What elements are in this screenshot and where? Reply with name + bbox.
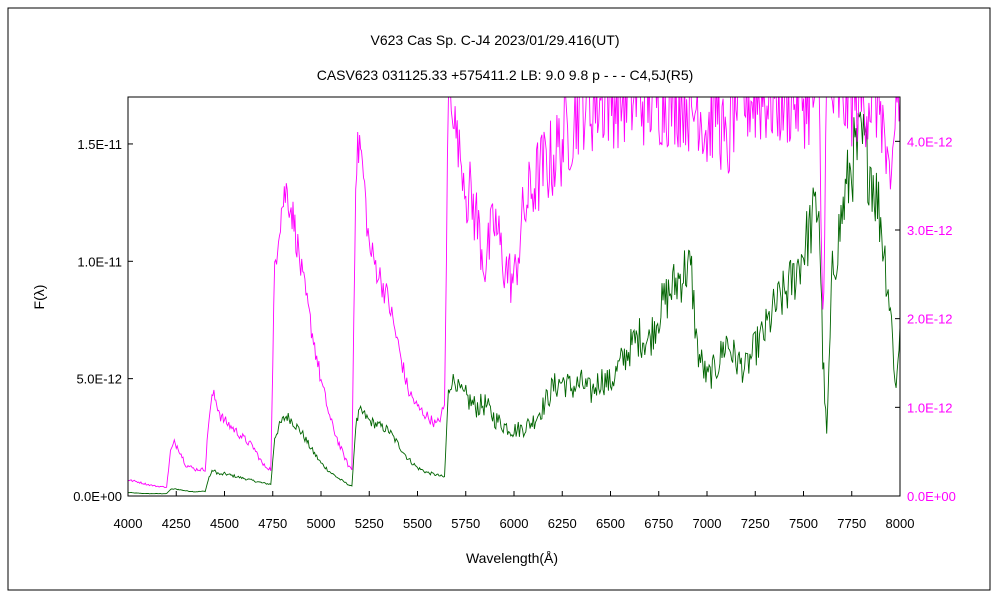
green-spectrum-line <box>128 111 900 495</box>
x-tick-label: 4250 <box>162 516 191 531</box>
chart-frame <box>7 7 991 591</box>
series-layer <box>128 97 900 495</box>
y-right-tick-label: 1.0E-12 <box>907 400 953 415</box>
y-left-tick-label: 1.5E-11 <box>77 137 122 152</box>
y-left-tick-label: 0.0E+00 <box>73 489 122 504</box>
y-right-tick-label: 4.0E-12 <box>907 134 953 149</box>
x-tick-label: 6000 <box>500 516 529 531</box>
x-tick-label: 5250 <box>355 516 384 531</box>
x-tick-label: 7000 <box>693 516 722 531</box>
chart-title: V623 Cas Sp. C-J4 2023/01/29.416(UT) <box>370 32 619 48</box>
x-tick-label: 4500 <box>210 516 239 531</box>
x-tick-label: 4750 <box>258 516 287 531</box>
x-tick-label: 7750 <box>837 516 866 531</box>
y-right-tick-label: 2.0E-12 <box>907 312 953 327</box>
chart-subtitle: CASV623 031125.33 +575411.2 LB: 9.0 9.8 … <box>317 67 694 83</box>
x-tick-label: 6250 <box>548 516 577 531</box>
x-tick-label: 6500 <box>596 516 625 531</box>
x-tick-label: 4000 <box>114 516 143 531</box>
x-tick-label: 5500 <box>403 516 432 531</box>
x-tick-label: 5000 <box>307 516 336 531</box>
x-axis-label: Wavelength(Å) <box>466 550 558 566</box>
y-left-tick-label: 1.0E-11 <box>77 254 122 269</box>
x-tick-label: 7250 <box>741 516 770 531</box>
magenta-spectrum-line <box>128 97 900 489</box>
x-tick-label: 6750 <box>644 516 673 531</box>
y-right-tick-label: 0.0E+00 <box>907 489 956 504</box>
x-tick-label: 7500 <box>789 516 818 531</box>
axes-layer: 4000 4250 4500 4750 5000 5250 5500 5750 6000 6250… <box>73 96 956 531</box>
x-tick-label: 5750 <box>451 516 480 531</box>
x-tick-label: 8000 <box>886 516 915 531</box>
y-right-tick-label: 3.0E-12 <box>907 223 953 238</box>
y-axis-label: F(λ) <box>31 285 47 310</box>
y-left-tick-label: 5.0E-12 <box>76 372 122 387</box>
